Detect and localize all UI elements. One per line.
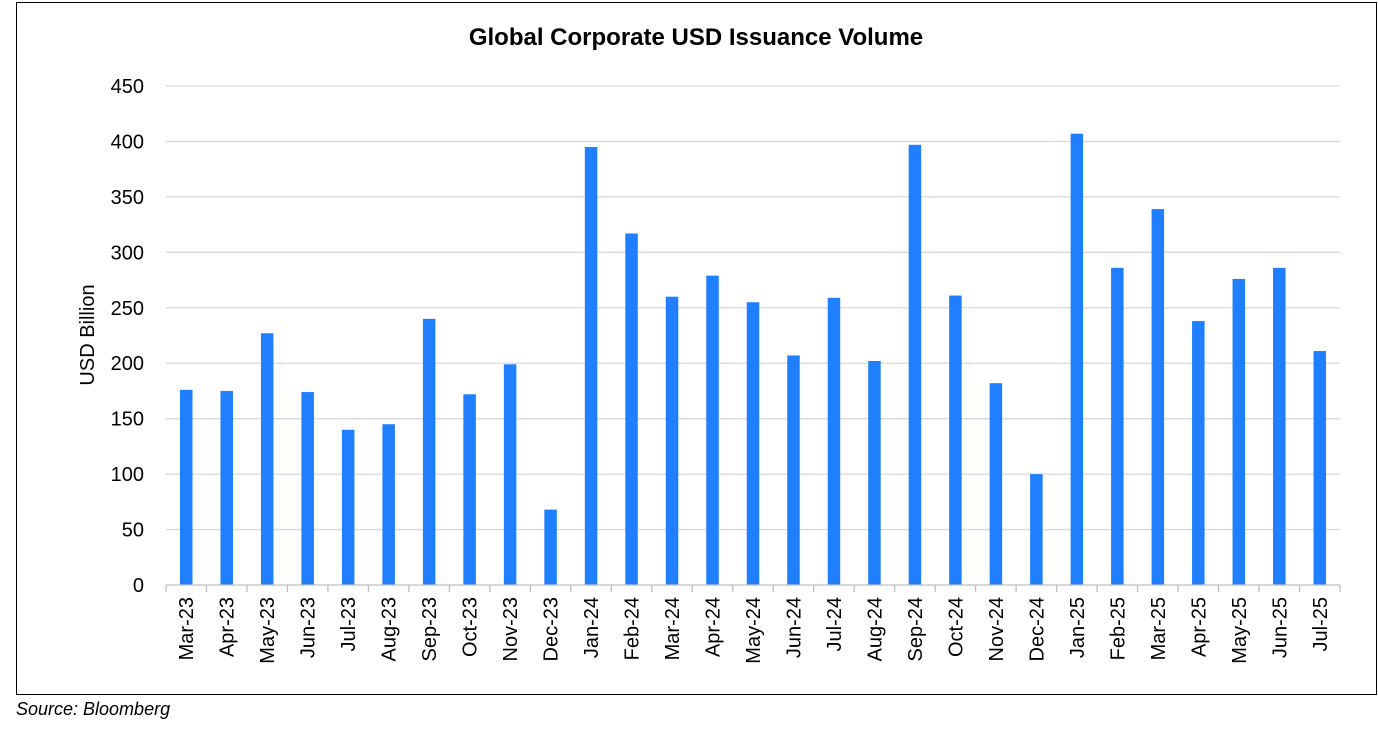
bar: [827, 297, 841, 585]
x-tick-label: Oct-24: [945, 597, 967, 657]
x-tick-label: Dec-23: [541, 597, 563, 661]
x-tick-label: May-23: [257, 597, 279, 664]
x-tick-label: Apr-24: [703, 597, 725, 657]
bar: [382, 424, 395, 585]
y-tick-label: 200: [111, 353, 144, 375]
x-tick-label: Aug-23: [379, 597, 401, 662]
x-tick-label: Jun-23: [298, 597, 320, 658]
bar: [1273, 267, 1286, 585]
y-tick-labels: 0 50 100 150 200 250 300 350 400 450: [111, 76, 144, 597]
x-tick-label: Sep-24: [905, 597, 927, 662]
bar: [868, 361, 881, 585]
y-tick-label: 50: [122, 520, 144, 542]
x-tick-label: Sep-23: [419, 597, 441, 662]
x-tick-label: Jun-25: [1269, 597, 1291, 658]
x-tick-label: Mar-25: [1148, 597, 1170, 660]
x-tick-label: Oct-23: [460, 597, 482, 657]
gridlines: [166, 85, 1340, 531]
chart-frame: [16, 2, 1377, 695]
y-tick-label: 100: [111, 464, 144, 486]
y-tick-label: 400: [111, 131, 144, 153]
bar: [301, 392, 314, 585]
y-tick-label: 0: [133, 575, 144, 597]
y-axis-label: USD Billion: [77, 284, 99, 385]
x-tick-label: Jul-25: [1310, 597, 1332, 651]
bar: [787, 355, 800, 585]
bar: [706, 275, 719, 585]
bar: [220, 390, 233, 585]
bar: [503, 364, 517, 585]
bar: [1111, 267, 1124, 585]
bar: [1151, 209, 1165, 585]
x-tick-label: Jan-25: [1067, 597, 1089, 658]
bar: [949, 295, 962, 585]
x-axis: [165, 584, 1341, 592]
x-tick-label: Mar-24: [662, 597, 684, 660]
chart-title: Global Corporate USD Issuance Volume: [469, 24, 923, 51]
bar: [1192, 321, 1205, 585]
bar: [625, 233, 638, 585]
bar: [989, 383, 1003, 585]
bars: [179, 133, 1327, 585]
x-tick-labels: Mar-23 Apr-23 May-23 Jun-23 Jul-23 Aug-23 Sep-…: [176, 597, 1332, 664]
bar: [260, 333, 274, 585]
x-tick-label: May-24: [743, 597, 765, 664]
bar: [1232, 278, 1246, 585]
x-tick-label: Aug-24: [864, 597, 886, 662]
x-tick-label: Nov-23: [500, 597, 522, 661]
y-tick-label: 300: [111, 242, 144, 264]
y-tick-label: 450: [111, 76, 144, 98]
x-tick-label: Feb-24: [622, 597, 644, 660]
bar: [665, 296, 679, 585]
x-tick-label: Apr-25: [1188, 597, 1210, 657]
x-tick-label: May-25: [1229, 597, 1251, 664]
x-tick-label: Jul-24: [824, 597, 846, 651]
source-note: Source: Bloomberg: [16, 699, 171, 719]
x-tick-label: Jun-24: [783, 597, 805, 658]
bar: [1313, 351, 1327, 585]
bar: [746, 302, 760, 585]
bar: [1030, 474, 1043, 585]
x-tick-label: Nov-24: [986, 597, 1008, 661]
x-tick-label: Apr-23: [217, 597, 239, 657]
x-tick-label: Jan-24: [581, 597, 603, 658]
x-tick-label: Mar-23: [176, 597, 198, 660]
x-tick-label: Dec-24: [1026, 597, 1048, 661]
y-tick-label: 150: [111, 409, 144, 431]
x-tick-label: Feb-25: [1107, 597, 1129, 660]
bar: [544, 509, 557, 585]
bar: [1070, 133, 1084, 585]
y-tick-label: 250: [111, 298, 144, 320]
x-tick-label: Jul-23: [338, 597, 360, 651]
bar: [463, 394, 476, 585]
bar: [341, 429, 355, 585]
bar: [584, 146, 598, 585]
bar: [908, 144, 922, 585]
bar: [422, 318, 436, 585]
y-tick-label: 350: [111, 187, 144, 209]
bar: [179, 389, 193, 585]
